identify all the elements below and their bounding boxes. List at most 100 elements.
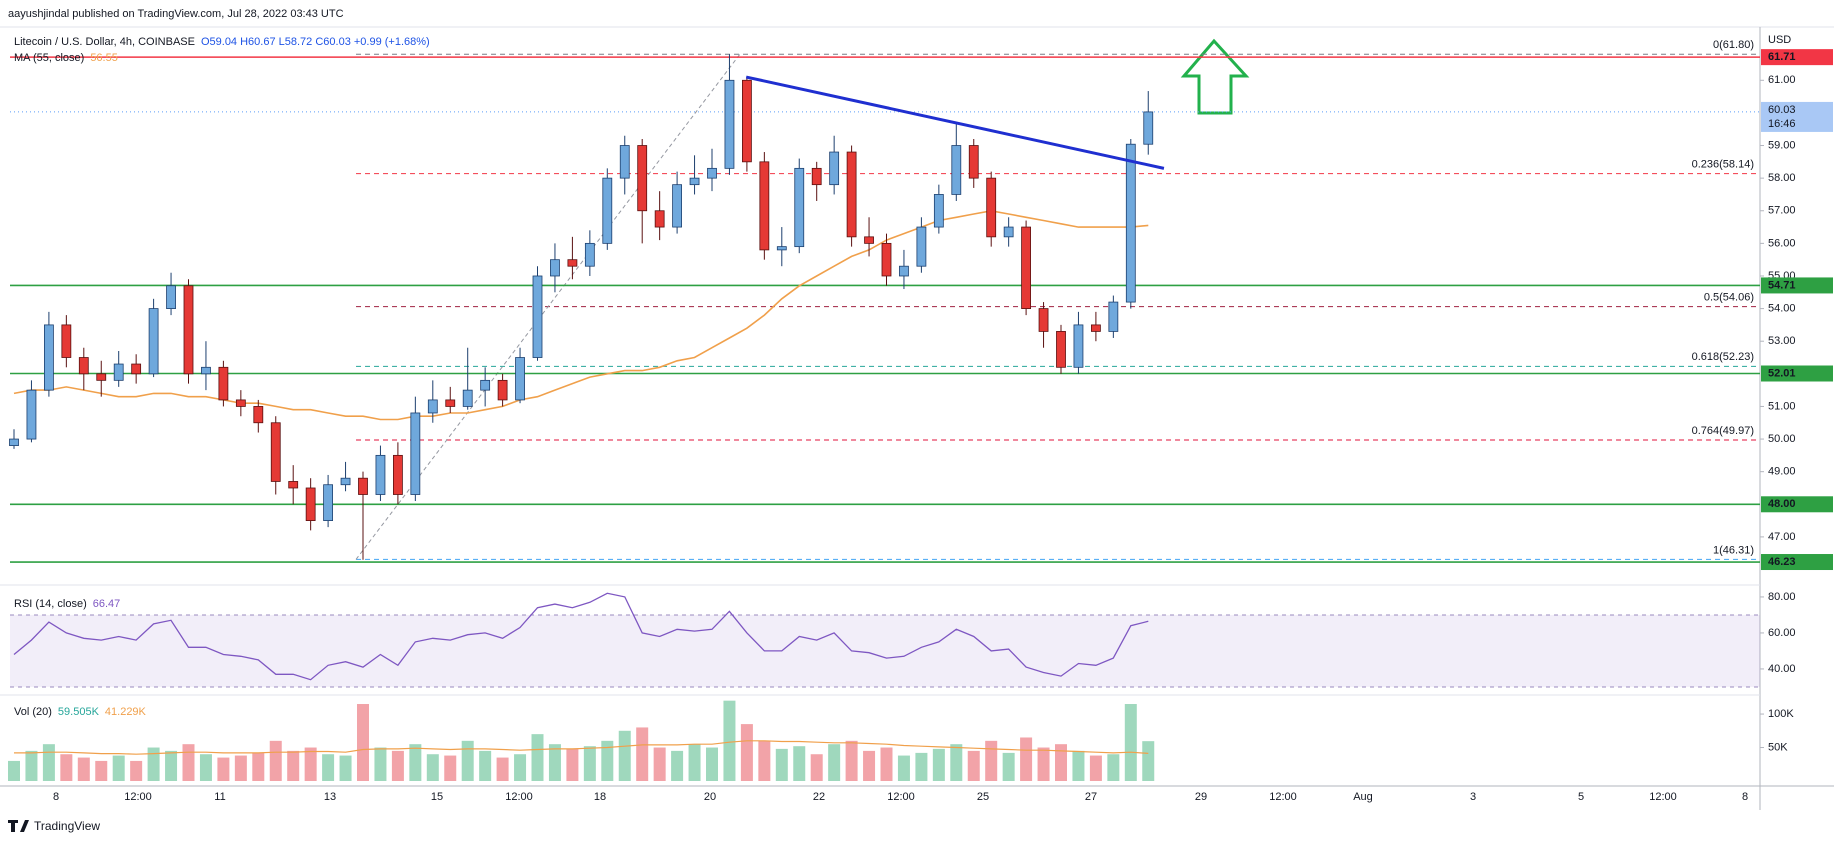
time-tick-label: 15	[431, 791, 443, 803]
candle-body	[707, 167, 717, 179]
candle-body	[340, 477, 351, 486]
volume-bar	[1107, 754, 1120, 781]
fib-label: 0.236(58.14)	[1692, 158, 1754, 170]
brand: TradingView	[34, 819, 100, 833]
trendline	[745, 75, 1165, 170]
volume-bar	[566, 748, 579, 781]
volume-bar	[863, 750, 876, 781]
volume-bar	[775, 748, 788, 781]
candle-body	[166, 285, 176, 309]
level-tag	[1761, 554, 1833, 571]
volume-bar	[374, 747, 387, 781]
volume-bar	[514, 754, 527, 781]
candle-body	[61, 324, 72, 358]
volume-bar	[339, 755, 352, 781]
volume-bar	[1037, 747, 1050, 781]
volume-bar	[130, 760, 143, 781]
volume-bar	[1055, 744, 1067, 781]
volume-bar	[252, 752, 265, 781]
volume-bar	[845, 740, 858, 781]
volume-bar	[653, 747, 666, 781]
price-tick-label: 53.00	[1768, 335, 1796, 347]
rsi-value: 66.47	[93, 598, 121, 610]
price-tick-label: 47.00	[1768, 531, 1796, 543]
candle-body	[916, 226, 927, 267]
last-price-tag	[1761, 101, 1833, 132]
candle-body	[392, 454, 403, 495]
level-tag-label: 52.01	[1768, 367, 1796, 379]
candle-body	[113, 363, 124, 381]
price-tick-label: 61.00	[1768, 74, 1796, 86]
legend: Litecoin / U.S. Dollar, 4h, COINBASE O59.…	[14, 36, 430, 718]
volume-bar	[95, 760, 108, 781]
price-tick-label: 59.00	[1768, 139, 1796, 151]
level-tag	[1761, 277, 1833, 294]
price-tick-label: 54.00	[1768, 303, 1796, 315]
volume-bar	[915, 752, 928, 781]
level-tag-label: 46.23	[1768, 556, 1796, 568]
candle-body	[829, 151, 840, 186]
volume-ma-line	[14, 740, 1149, 755]
candle-body	[497, 379, 508, 401]
rsi-label: RSI (14, close)	[14, 598, 87, 610]
volume-bar	[426, 754, 439, 781]
fib-label: 0(61.80)	[1713, 39, 1754, 51]
footer-logo: TradingView	[8, 819, 100, 833]
time-tick-label: 12:00	[505, 791, 533, 803]
volume-bar	[706, 747, 718, 781]
candle-body	[78, 357, 89, 375]
volume-bar	[269, 740, 282, 781]
level-tag-label: 61.71	[1768, 51, 1796, 63]
level-tag	[1761, 496, 1833, 513]
volume-bar	[165, 750, 178, 781]
price-tick-label: 50.00	[1768, 433, 1796, 445]
candle-body	[759, 161, 770, 251]
volume-bar	[531, 734, 544, 781]
volume-bar	[1020, 737, 1033, 781]
ma-value: 56.55	[90, 52, 118, 64]
candle-body	[864, 236, 874, 244]
rsi-tick-label: 80.00	[1768, 591, 1796, 603]
volume-bar	[496, 757, 509, 781]
candle-body	[1056, 331, 1066, 368]
volume-bar	[42, 744, 55, 781]
volume-bar	[688, 744, 701, 781]
level-tag-label: 54.71	[1768, 279, 1796, 291]
volume-bar	[479, 750, 492, 781]
volume-bar	[112, 755, 125, 781]
volume-bar	[25, 750, 38, 781]
volume-bar	[1002, 752, 1015, 781]
volume-bar	[828, 744, 841, 781]
candle-body	[776, 246, 787, 251]
symbol: Litecoin / U.S. Dollar, 4h, COINBASE	[14, 36, 195, 48]
volume-bar	[950, 744, 963, 781]
candle-body	[462, 389, 473, 407]
level-tag	[1761, 365, 1833, 382]
candle-body	[881, 242, 892, 277]
candle-body	[567, 259, 578, 267]
candle-body	[689, 177, 700, 186]
fib-label: 0.5(54.06)	[1704, 292, 1754, 304]
candle-body	[288, 481, 299, 489]
candle-body	[253, 406, 264, 424]
time-tick-label: 13	[324, 791, 336, 803]
candle-body	[131, 363, 142, 375]
candle-body	[619, 145, 630, 179]
time-tick-label: 8	[53, 791, 59, 803]
volume-bar	[217, 757, 230, 781]
volume-bar	[234, 755, 247, 781]
price-tick-label: 49.00	[1768, 466, 1796, 478]
candle-body	[672, 184, 682, 228]
candle-body	[951, 145, 962, 195]
candle-body	[515, 357, 525, 401]
candle-body	[1091, 324, 1101, 332]
candle-body	[201, 366, 211, 375]
candle-body	[637, 145, 648, 212]
candle-body	[26, 389, 37, 440]
volume-bar	[985, 740, 998, 781]
volume-bar	[932, 748, 945, 781]
candle-body	[148, 308, 159, 375]
volume-bar	[810, 754, 823, 781]
volume-bar	[1072, 750, 1085, 781]
